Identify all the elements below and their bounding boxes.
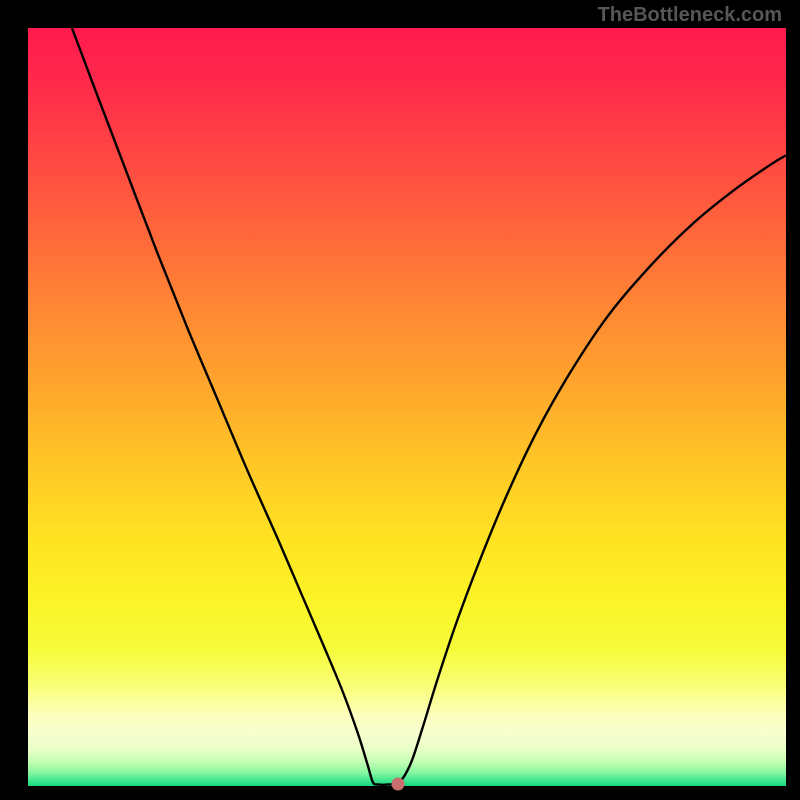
plot-area xyxy=(28,28,786,786)
chart-container: TheBottleneck.com xyxy=(0,0,800,800)
background-gradient xyxy=(28,28,786,786)
optimal-point-marker xyxy=(391,778,404,791)
watermark-text: TheBottleneck.com xyxy=(598,4,782,27)
